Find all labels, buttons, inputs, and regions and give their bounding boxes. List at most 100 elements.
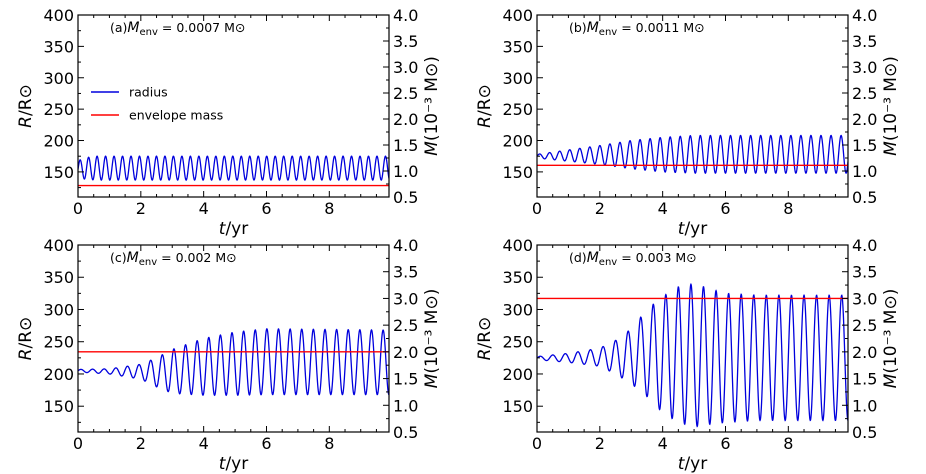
x-tick-label: 2	[595, 199, 605, 218]
y-tick-label: 300	[43, 69, 74, 88]
y2-tick-label: 2.5	[393, 84, 418, 103]
x-axis-title: t/yr	[678, 219, 707, 239]
x-tick-label: 0	[532, 434, 542, 453]
x-tick-label: 6	[261, 434, 271, 453]
y2-tick-label: 1.5	[852, 370, 877, 389]
x-tick-label: 0	[73, 434, 83, 453]
y-tick-label: 200	[502, 365, 533, 384]
panel-b: 0 2 4 6 8 150 200 250 300 350 400 0.5 1.0 1.5 2.0 2.5 3.…	[475, 6, 901, 239]
y2-tick-label: 4.0	[852, 236, 877, 255]
x-tick-label: 8	[324, 434, 334, 453]
y2-tick-label: 3.0	[852, 58, 877, 77]
legend-label: envelope mass	[129, 108, 223, 123]
y-tick-label: 300	[502, 69, 533, 88]
x-tick-label: 0	[532, 199, 542, 218]
y2-tick-label: 2.0	[393, 343, 418, 362]
y2-axis-title: M(10⁻³ M⊙)	[881, 289, 901, 389]
radius-series-line	[78, 327, 389, 397]
y2-tick-label: 4.0	[393, 6, 418, 25]
panels: 0 2 4 6 81502002503003504000.51.01.52.02.53.…	[16, 6, 901, 474]
y2-tick-label: 0.5	[393, 188, 418, 207]
y2-tick-label: 2.0	[852, 343, 877, 362]
y2-tick-label: 2.5	[393, 316, 418, 335]
radius-series-line	[537, 134, 848, 174]
x-tick-label: 6	[261, 199, 271, 218]
y2-tick-label: 3.5	[852, 263, 877, 282]
y2-tick-label: 4.0	[393, 236, 418, 255]
y2-tick-label: 2.5	[852, 84, 877, 103]
y-tick-label: 350	[502, 268, 533, 287]
y2-tick-label: 1.0	[393, 396, 418, 415]
y2-tick-label: 1.0	[393, 162, 418, 181]
y2-tick-label: 1.0	[852, 162, 877, 181]
x-tick-label: 6	[720, 434, 730, 453]
x-tick-label: 2	[136, 434, 146, 453]
y2-tick-label: 3.0	[852, 289, 877, 308]
y2-tick-label: 3.5	[852, 32, 877, 51]
x-tick-label: 4	[199, 199, 209, 218]
y-tick-label: 300	[43, 300, 74, 319]
radius-series-line	[78, 155, 389, 181]
x-tick-label: 2	[136, 199, 146, 218]
y2-tick-label: 1.0	[852, 396, 877, 415]
y-tick-label: 150	[43, 163, 74, 182]
x-axis-title: t/yr	[678, 454, 707, 474]
panel-a: 0 2 4 6 8 150 200 250 300 350 400 0.5 1.0 1.5 2.0 2.5 3.…	[16, 6, 442, 239]
panel-label: (a)Menv = 0.0007 M⊙	[110, 20, 245, 38]
y2-tick-label: 3.0	[393, 289, 418, 308]
y2-axis-title: M(10⁻³ M⊙)	[422, 289, 442, 389]
x-tick-label: 6	[720, 199, 730, 218]
x-tick-label: 8	[324, 199, 334, 218]
y2-axis-title: M(10⁻³ M⊙)	[881, 56, 901, 156]
y-tick-label: 150	[43, 397, 74, 416]
y2-tick-label: 1.5	[393, 136, 418, 155]
x-tick-label: 4	[199, 434, 209, 453]
y2-tick-label: 1.5	[393, 370, 418, 389]
y2-tick-label: 1.5	[852, 136, 877, 155]
y2-axis-title: M(10⁻³ M⊙)	[422, 56, 442, 156]
y2-tick-label: 2.0	[393, 110, 418, 129]
x-tick-label: 4	[658, 199, 668, 218]
y-tick-label: 200	[43, 132, 74, 151]
panel-d: 0 2 4 6 8 150 200 250 300 350 400 0.5 1.0 1.5 2.0 2.5 3.…	[475, 236, 901, 474]
y-tick-label: 400	[43, 6, 74, 25]
y-axis-title: R/R⊙	[475, 84, 495, 128]
panel-label: (d)Menv = 0.003 M⊙	[569, 250, 697, 268]
x-tick-label: 8	[783, 434, 793, 453]
y-tick-label: 200	[502, 132, 533, 151]
y2-tick-label: 4.0	[852, 6, 877, 25]
y2-tick-label: 0.5	[852, 423, 877, 442]
y-axis-title: R/R⊙	[475, 317, 495, 361]
y2-tick-label: 3.5	[393, 32, 418, 51]
y2-tick-label: 2.5	[852, 316, 877, 335]
y-tick-label: 400	[502, 236, 533, 255]
legend-label: radius	[129, 85, 168, 100]
panel-c: 0 2 4 6 8 150 200 250 300 350 400 0.5 1.0 1.5 2.0 2.5 3.…	[16, 236, 442, 474]
y2-tick-label: 0.5	[393, 423, 418, 442]
y-tick-label: 350	[502, 37, 533, 56]
x-axis-title: t/yr	[219, 454, 248, 474]
radius-series-line	[537, 282, 848, 428]
y-axis-title: R/R⊙	[16, 317, 36, 361]
y-tick-label: 150	[502, 397, 533, 416]
y-tick-label: 350	[43, 268, 74, 287]
x-tick-label: 8	[783, 199, 793, 218]
y-tick-label: 250	[43, 100, 74, 119]
y2-tick-label: 0.5	[852, 188, 877, 207]
panel-label: (c)Menv = 0.002 M⊙	[110, 250, 237, 268]
y-tick-label: 150	[502, 163, 533, 182]
y-tick-label: 200	[43, 365, 74, 384]
y2-tick-label: 2.0	[852, 110, 877, 129]
y-tick-label: 250	[43, 333, 74, 352]
legend: radius envelope mass	[91, 85, 223, 123]
y-axis-title: R/R⊙	[16, 84, 36, 128]
y-tick-label: 250	[502, 100, 533, 119]
y-tick-label: 300	[502, 300, 533, 319]
y-tick-label: 350	[43, 37, 74, 56]
x-tick-label: 4	[658, 434, 668, 453]
y-tick-label: 400	[502, 6, 533, 25]
y2-tick-label: 3.0	[393, 58, 418, 77]
y-tick-label: 400	[43, 236, 74, 255]
x-axis-title: t/yr	[219, 219, 248, 239]
